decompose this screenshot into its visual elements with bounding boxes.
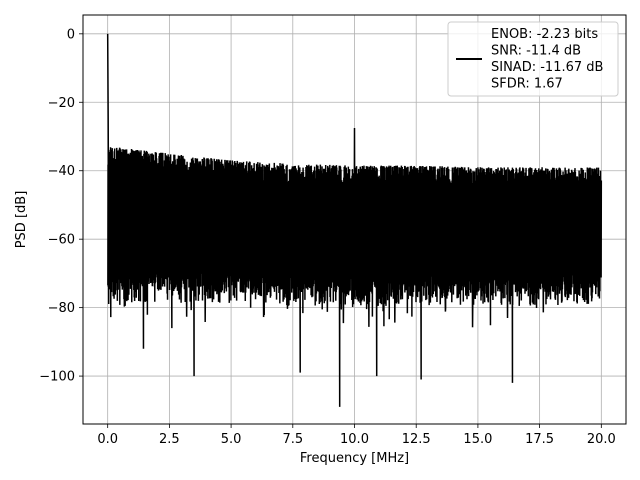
legend: ENOB: -2.23 bits SNR: -11.4 dB SINAD: -1… (447, 21, 619, 97)
legend-entry-enob: ENOB: -2.23 bits (491, 27, 598, 42)
legend-box (447, 21, 619, 97)
x-tick-label: 0.0 (97, 432, 118, 447)
x-tick-label: 15.0 (463, 432, 492, 447)
x-tick-label: 10.0 (340, 432, 369, 447)
y-axis-label: PSD [dB] (14, 191, 29, 249)
psd-series (106, 33, 603, 407)
y-tick-label: −60 (48, 233, 75, 248)
legend-entry-sinad: SINAD: -11.67 dB (491, 60, 603, 75)
x-tick-label: 12.5 (402, 432, 431, 447)
y-tick-label: 0 (67, 27, 75, 42)
x-axis-ticks: 0.0 2.5 5.0 7.5 10.0 12.5 15.0 17.5 20.0 (97, 424, 616, 447)
y-axis-ticks: 0 −20 −40 −60 −80 −100 (39, 27, 83, 385)
legend-entry-snr: SNR: -11.4 dB (491, 44, 581, 59)
y-tick-label: −80 (48, 301, 75, 316)
x-axis-label: Frequency [MHz] (300, 451, 409, 466)
x-tick-label: 7.5 (282, 432, 303, 447)
x-tick-label: 2.5 (159, 432, 180, 447)
x-tick-label: 5.0 (221, 432, 242, 447)
x-tick-label: 17.5 (525, 432, 554, 447)
y-tick-label: −20 (48, 96, 75, 111)
psd-line (106, 33, 603, 407)
y-tick-label: −40 (48, 164, 75, 179)
y-tick-label: −100 (39, 370, 75, 385)
x-tick-label: 20.0 (587, 432, 616, 447)
legend-entry-sfdr: SFDR: 1.67 (491, 77, 563, 92)
